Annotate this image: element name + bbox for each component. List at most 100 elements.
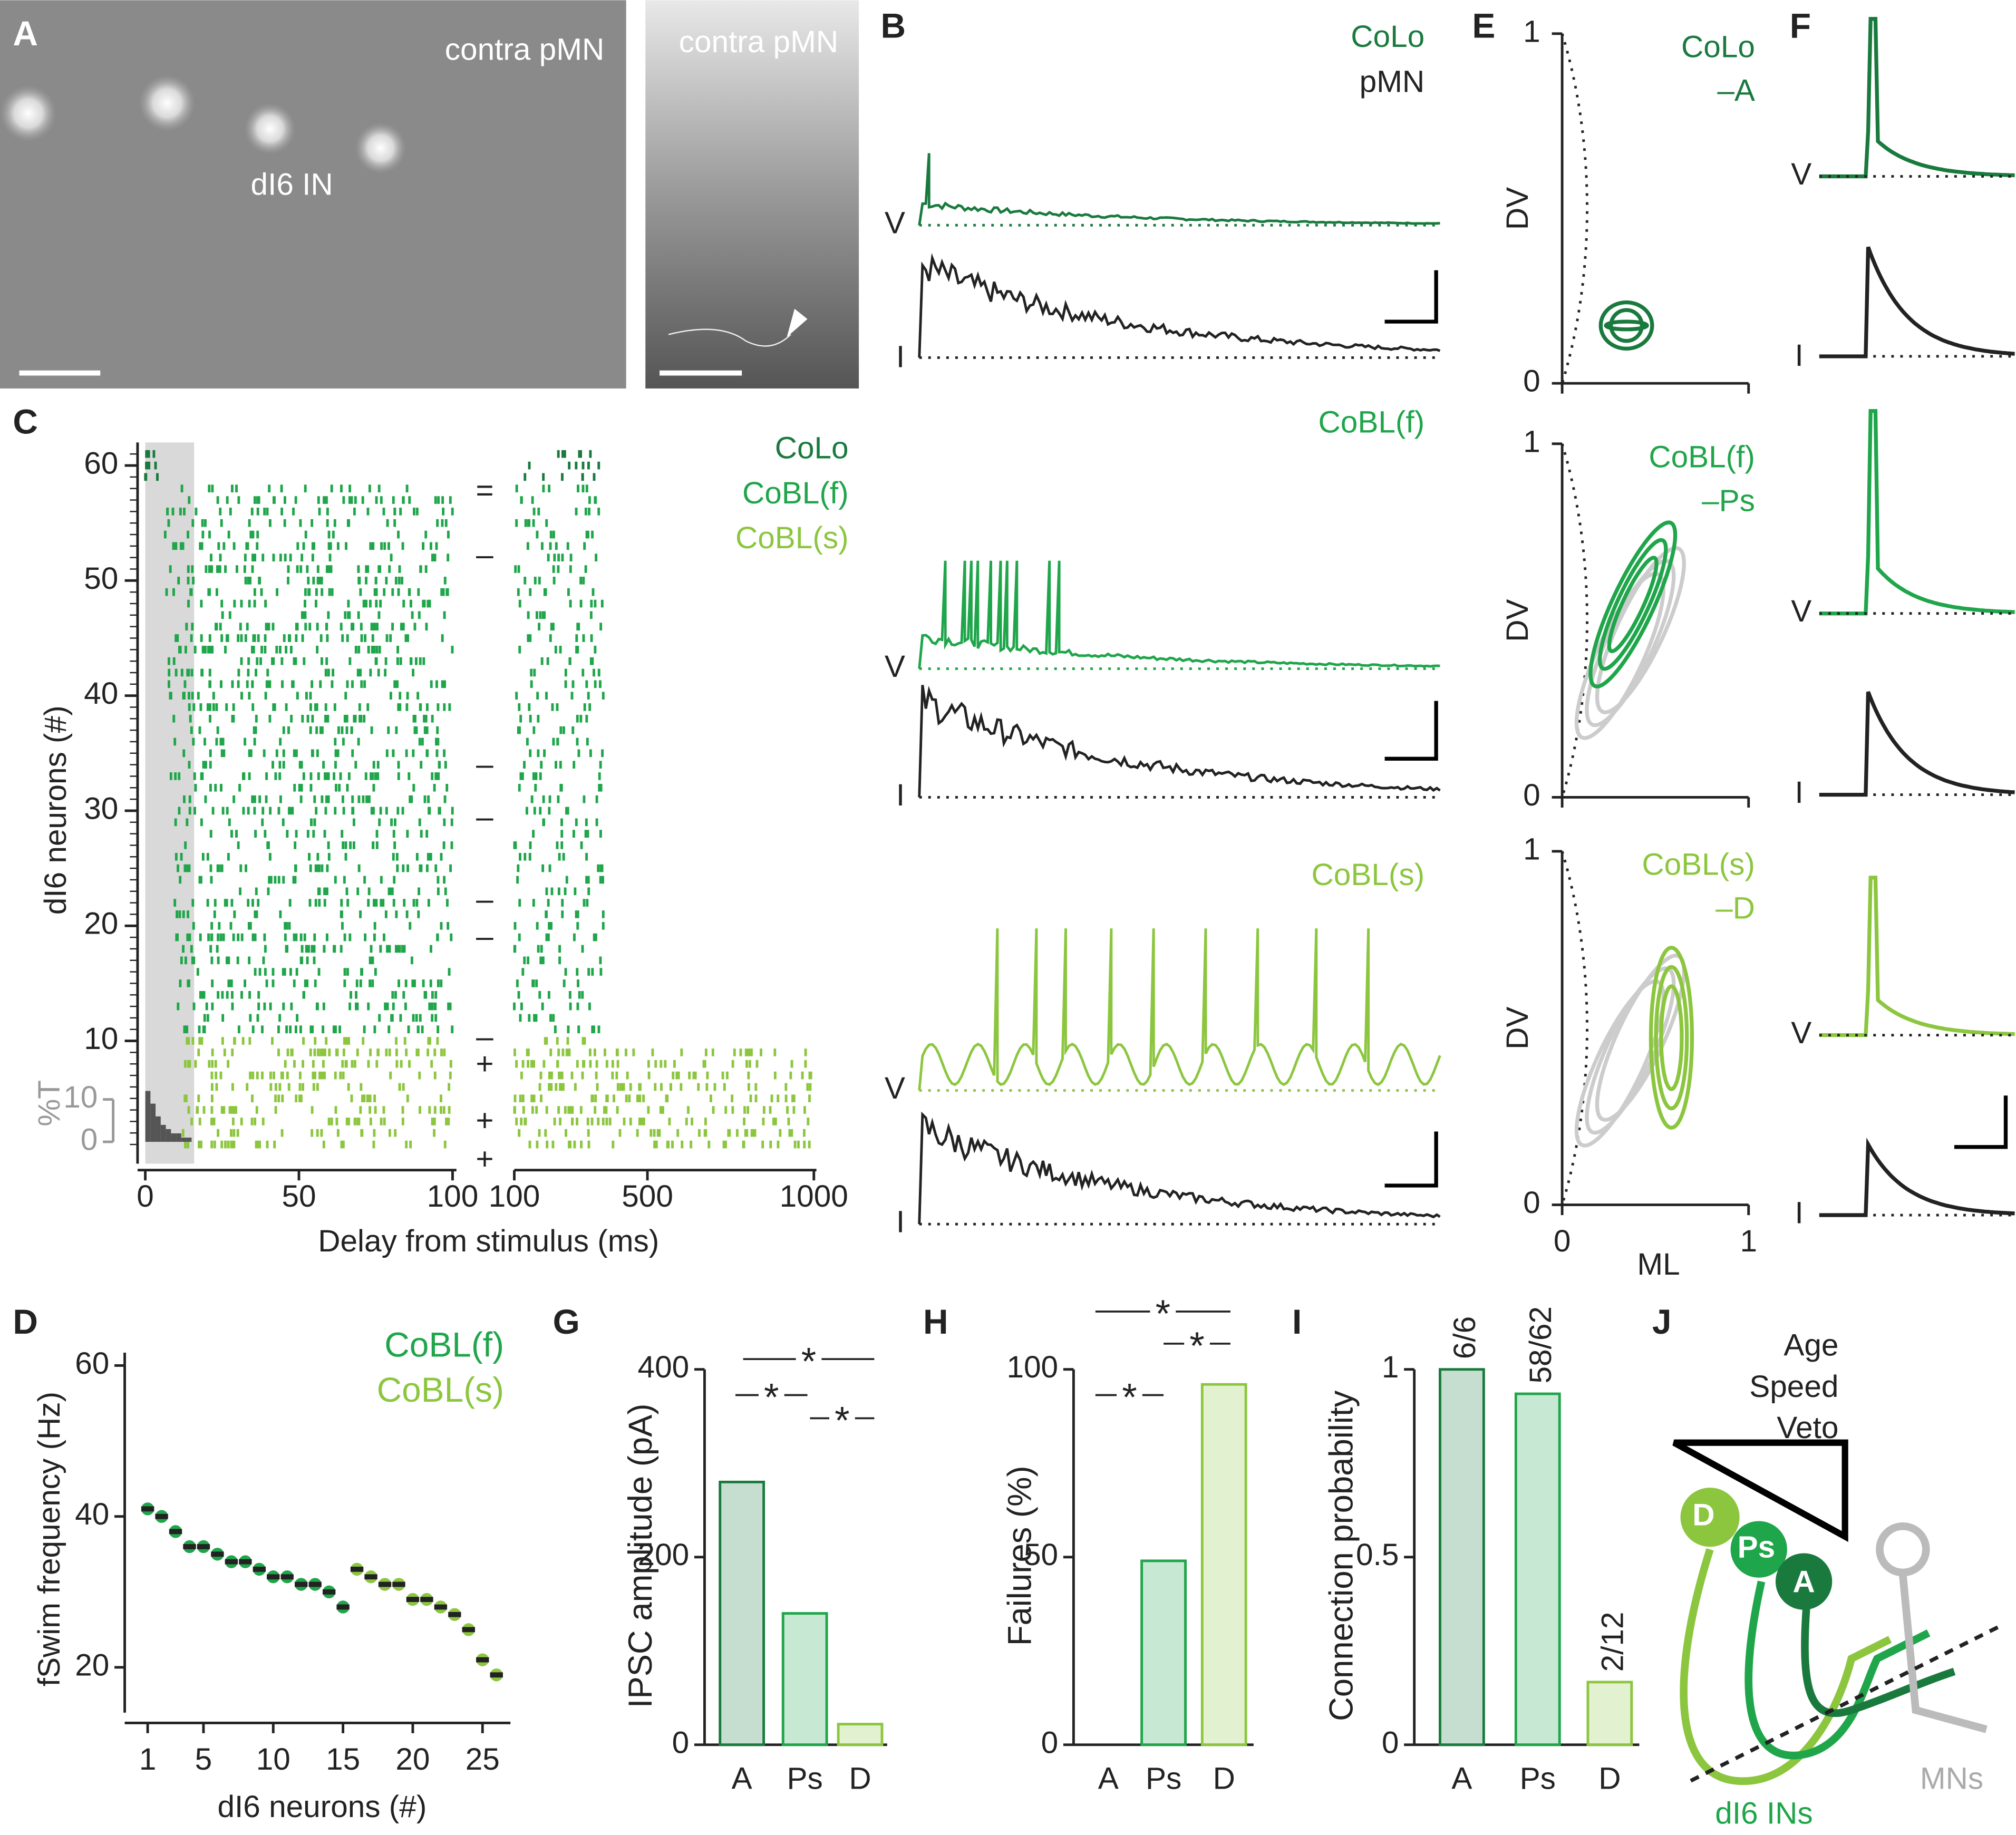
- label-bg: [829, 1405, 855, 1431]
- y-tick-label: 10: [63, 1080, 98, 1114]
- significance: *: [1156, 1292, 1170, 1335]
- raster-row: [166, 508, 600, 516]
- y-tick-label: 20: [75, 1648, 109, 1682]
- plot-title: –D: [1715, 891, 1755, 926]
- row-marker: –: [476, 747, 493, 781]
- y-tick-label: 30: [84, 791, 118, 826]
- plot-title: –Ps: [1702, 483, 1755, 518]
- raster-row: [210, 1071, 812, 1080]
- y-tick-label: 0: [1523, 1186, 1540, 1220]
- histogram-bar: [176, 1133, 181, 1142]
- axis-label: IPSC amplitude (pA): [622, 1403, 659, 1708]
- trace-label: V: [1791, 594, 1811, 628]
- histogram-bar: [171, 1133, 177, 1142]
- row-marker: =: [476, 473, 493, 508]
- bar: [1200, 1383, 1247, 1746]
- raster-row: [184, 841, 583, 849]
- axis-label: fSwim frequency (Hz): [32, 1392, 66, 1686]
- contour: [1598, 300, 1654, 351]
- value-label: 6/6: [1448, 1316, 1482, 1359]
- x-tick-label: A: [1451, 1762, 1472, 1796]
- axis-label: %T: [32, 1080, 66, 1127]
- annotation: Age: [1784, 1328, 1838, 1363]
- value-label: 2/12: [1596, 1612, 1630, 1672]
- contour: [1654, 965, 1689, 1111]
- axis-label: dI6 neurons (#): [38, 705, 73, 915]
- y-tick-label: 0: [1523, 778, 1540, 812]
- contour: [1609, 308, 1644, 343]
- trace: [1819, 409, 2015, 616]
- annotation: dI6 INs: [1715, 1796, 1813, 1830]
- contour: [1659, 984, 1684, 1091]
- legend-entry: CoBL(f): [742, 476, 849, 510]
- raster-row: [187, 599, 604, 608]
- significance: *: [1189, 1324, 1204, 1367]
- x-tick-label: 100: [427, 1179, 479, 1213]
- trace: [1819, 1138, 2015, 1217]
- raster-row: [174, 818, 598, 827]
- panel-label: I: [1292, 1302, 1302, 1341]
- raster-row: [210, 1083, 812, 1091]
- neuron-path: [1744, 1580, 1931, 1760]
- trace-label: V: [885, 1071, 905, 1105]
- trace-label: V: [885, 649, 905, 684]
- raster-row: [145, 461, 600, 470]
- x-tick-label: 1: [139, 1742, 157, 1776]
- raster-row: [183, 1025, 600, 1034]
- boundary: [1561, 443, 1588, 798]
- bar: [1140, 1559, 1187, 1746]
- raster-row: [180, 484, 588, 493]
- boundary: [1561, 33, 1588, 384]
- raster-row: [183, 795, 598, 803]
- significance: *: [835, 1399, 849, 1442]
- raster-row: [182, 749, 604, 758]
- plot-title: –A: [1717, 73, 1755, 108]
- x-tick-label: 1: [1740, 1224, 1757, 1258]
- raster-row: [188, 703, 592, 711]
- panel-label: C: [13, 402, 38, 441]
- raster-row: [194, 783, 603, 792]
- y-tick-label: 20: [84, 907, 118, 941]
- motoneuron-axon: [1899, 1575, 1988, 1733]
- panel-label: G: [553, 1302, 580, 1341]
- trace: [1819, 17, 2015, 179]
- cell: [1730, 1521, 1787, 1578]
- panel-label: A: [13, 14, 38, 53]
- trace-label: I: [896, 339, 905, 374]
- raster-row: [209, 830, 602, 838]
- raster-row: [168, 680, 602, 688]
- scale-bar: [1954, 1095, 2008, 1149]
- raster-row: [203, 1014, 555, 1022]
- histogram-bar: [150, 1103, 156, 1142]
- contour: [1649, 946, 1694, 1130]
- contour: [1604, 319, 1649, 332]
- plot-title: CoBL(s): [1642, 848, 1755, 882]
- x-tick-label: Ps: [1520, 1762, 1556, 1796]
- boundary: [1561, 851, 1588, 1206]
- x-tick-label: 50: [282, 1179, 316, 1213]
- y-tick-label: 0: [81, 1123, 98, 1157]
- x-tick-label: 20: [395, 1742, 430, 1776]
- histogram-bar: [166, 1129, 171, 1142]
- raster-row: [221, 611, 593, 619]
- raster-row: [145, 450, 592, 458]
- cell-label: D: [1692, 1498, 1714, 1532]
- raster-row: [190, 726, 575, 734]
- trace: [918, 1111, 1441, 1225]
- axis-label: Failures (%): [1002, 1466, 1039, 1646]
- trace-label: I: [896, 1205, 905, 1239]
- x-tick-label: Ps: [787, 1762, 823, 1796]
- trace-label: I: [1795, 775, 1804, 810]
- raster-row: [177, 1002, 591, 1011]
- raster-row: [173, 899, 589, 907]
- trace-label: V: [885, 206, 905, 240]
- row-marker: +: [476, 1142, 493, 1176]
- plot-title: CoBL(f): [1649, 440, 1755, 474]
- scale-bar: [1384, 701, 1438, 761]
- raster-row: [169, 565, 587, 573]
- raster-row: [167, 519, 548, 527]
- histogram-bar: [181, 1138, 187, 1142]
- raster-row: [199, 991, 584, 999]
- label-bg: [1150, 1298, 1176, 1325]
- raster-row: [183, 1140, 811, 1149]
